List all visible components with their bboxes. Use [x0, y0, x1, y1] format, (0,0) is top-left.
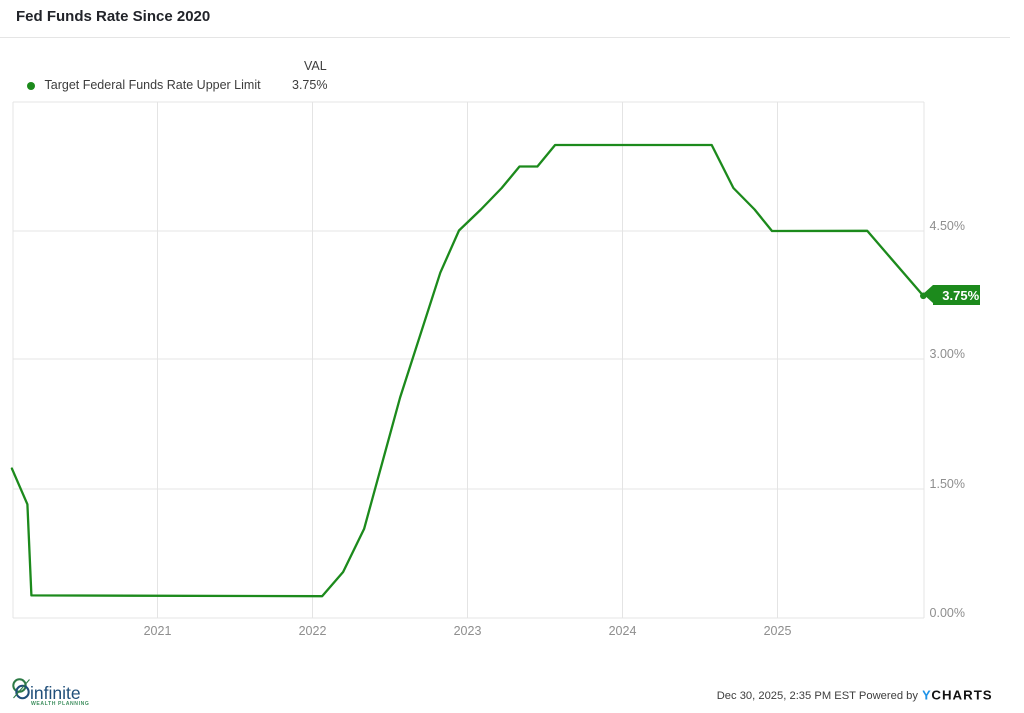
svg-text:infinite: infinite [30, 683, 81, 703]
svg-text:CHARTS: CHARTS [931, 688, 992, 703]
svg-text:WEALTH PLANNING: WEALTH PLANNING [31, 701, 89, 707]
svg-text:Y: Y [923, 688, 931, 703]
